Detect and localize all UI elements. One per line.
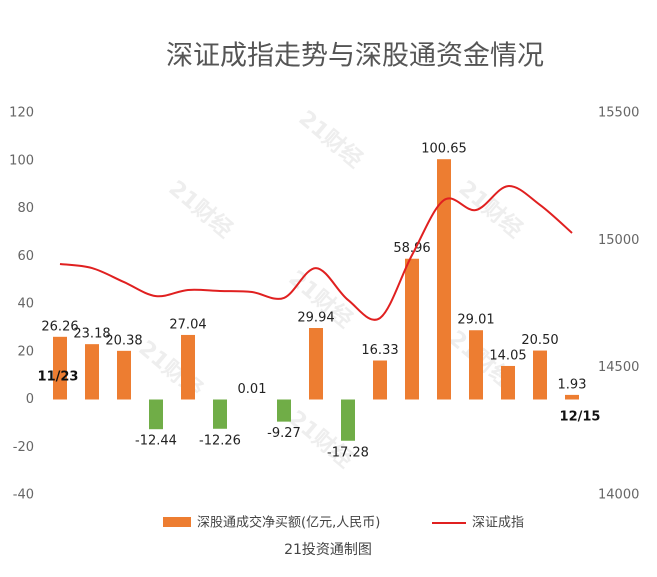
legend-label: 深证成指	[472, 516, 524, 531]
y-tick-label: -40	[13, 488, 34, 503]
bar	[277, 399, 291, 422]
bar	[373, 360, 387, 400]
bar	[469, 330, 483, 400]
value-label: 20.38	[105, 333, 142, 348]
annotation: 11/23	[38, 370, 79, 385]
bar	[181, 334, 195, 400]
value-label: 16.33	[361, 343, 398, 358]
value-label: 29.94	[297, 311, 334, 326]
chart-title: 深证成指走势与深股通资金情况	[166, 41, 544, 72]
y-tick-label: 40	[17, 297, 34, 312]
y-tick-label: -20	[13, 440, 34, 455]
legend-swatch	[163, 517, 191, 527]
y-tick-label: 120	[9, 106, 34, 121]
y-tick-label: 100	[9, 153, 34, 168]
bar	[565, 394, 579, 400]
value-label: -12.26	[199, 433, 241, 448]
value-label: 14.05	[489, 348, 526, 363]
bar	[437, 159, 451, 400]
bar	[405, 258, 419, 400]
source: 21投资通制图	[284, 542, 372, 558]
value-label: 1.93	[558, 377, 587, 392]
bar	[501, 365, 515, 400]
line	[59, 185, 573, 321]
bar	[533, 350, 547, 400]
bar	[213, 399, 227, 429]
annotation: 12/15	[560, 410, 601, 425]
value-label: -9.27	[267, 426, 301, 441]
value-label: -17.28	[327, 445, 369, 460]
legend-label: 深股通成交净买额(亿元,人民币)	[197, 515, 380, 531]
y2-tick-label: 14000	[598, 488, 639, 503]
value-label: 23.18	[73, 327, 110, 342]
y2-tick-label: 15500	[598, 106, 639, 121]
y-tick-label: 0	[26, 392, 34, 407]
y-tick-label: 80	[17, 201, 34, 216]
value-label: -12.44	[135, 434, 177, 449]
bar	[341, 399, 355, 441]
value-label: 100.65	[421, 142, 467, 157]
bar	[309, 328, 323, 400]
bar	[149, 399, 163, 430]
bar	[85, 344, 99, 400]
value-label: 20.50	[521, 333, 558, 348]
y2-tick-label: 14500	[598, 360, 639, 375]
value-label: 29.01	[457, 313, 494, 328]
y-tick-label: 20	[17, 344, 34, 359]
value-label: 58.96	[393, 241, 430, 256]
bar	[53, 336, 67, 400]
y-tick-label: 60	[17, 249, 34, 264]
value-label: 27.04	[169, 317, 206, 332]
value-label: 26.26	[41, 319, 78, 334]
bar	[117, 350, 131, 400]
y2-tick-label: 15000	[598, 233, 639, 248]
value-label: 0.01	[238, 382, 267, 397]
